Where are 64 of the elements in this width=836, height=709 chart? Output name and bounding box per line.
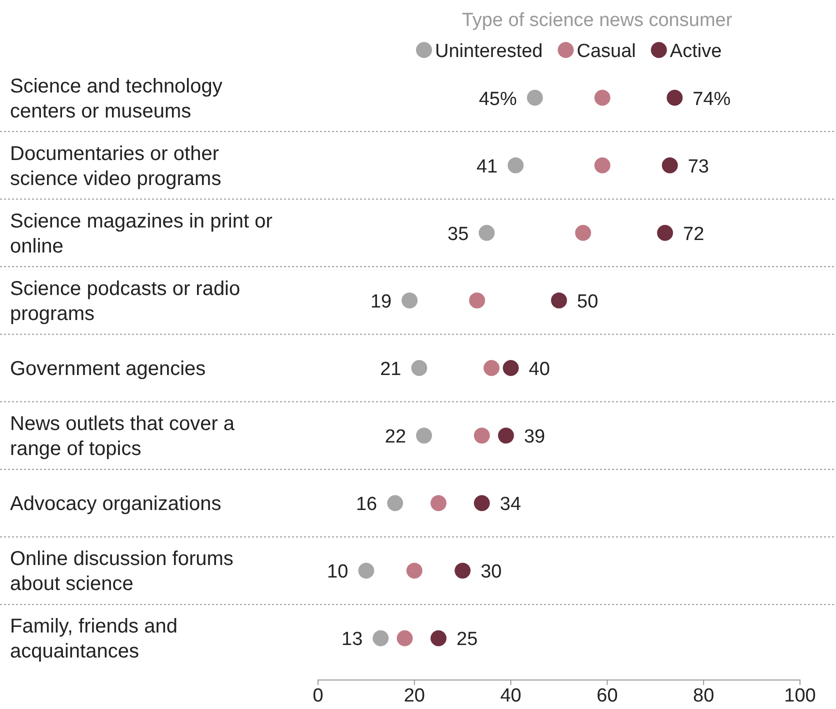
y-tick-label: Documentaries or other science video programs	[10, 142, 222, 190]
point	[526, 90, 543, 106]
data-label: 19	[370, 291, 392, 312]
data-label: 50	[577, 291, 598, 312]
point	[411, 360, 428, 376]
y-tick-label: Advocacy organizations	[10, 493, 222, 516]
y-tick-label: Government agencies	[10, 358, 206, 380]
data-label: 13	[342, 629, 363, 650]
point	[594, 157, 610, 174]
point	[454, 562, 471, 579]
point	[406, 562, 422, 579]
point	[484, 360, 500, 376]
point	[372, 630, 389, 646]
data-label: 30	[480, 562, 502, 583]
data-label: 21	[380, 359, 402, 380]
point	[430, 495, 446, 512]
data-label: 35	[448, 224, 469, 245]
data-label: 22	[384, 426, 406, 448]
point	[396, 630, 413, 646]
point	[575, 224, 592, 241]
data-label: 25	[456, 629, 478, 650]
legend-label: Active	[670, 41, 722, 62]
legend-label: Uninterested	[435, 41, 543, 62]
point	[478, 224, 495, 241]
data-label: 72	[683, 224, 704, 245]
data-label: 10	[327, 562, 348, 583]
y-tick-label: Science and technology centers or museums	[10, 75, 222, 122]
point	[416, 428, 432, 444]
x-tick-label: 100	[784, 685, 816, 706]
point	[358, 562, 374, 579]
data-label: 16	[356, 494, 378, 516]
data-label: 73	[688, 156, 709, 178]
y-tick-label: Online discussion forums about science	[10, 548, 234, 596]
y-tick-label: News outlets that cover a range of topics	[10, 413, 236, 460]
point	[657, 224, 674, 241]
legend-title: Type of science news consumer	[462, 10, 733, 31]
x-tick-label: 60	[596, 685, 618, 706]
y-tick-label: Science podcasts or radio programs	[10, 278, 240, 325]
point	[551, 292, 567, 308]
legend-label: Casual	[576, 41, 636, 62]
data-label: 45%	[478, 88, 518, 110]
x-tick-label: 0	[312, 685, 324, 706]
point	[474, 428, 490, 444]
point	[430, 630, 446, 646]
data-label: 74%	[692, 88, 731, 110]
data-label: 34	[500, 494, 522, 516]
y-tick-label: Science magazines in print or online	[10, 210, 273, 258]
data-label: 40	[528, 359, 550, 380]
data-label: 39	[524, 426, 546, 448]
point	[498, 428, 514, 444]
data-label: 41	[476, 156, 498, 178]
point	[508, 157, 524, 174]
point	[666, 90, 683, 106]
x-tick-label: 20	[404, 685, 425, 706]
x-tick-label: 80	[693, 685, 714, 706]
point	[387, 495, 404, 512]
point	[402, 292, 418, 308]
point	[662, 157, 678, 174]
point	[474, 495, 490, 512]
x-tick-label: 40	[500, 685, 522, 706]
y-tick-label: Family, friends and acquaintances	[10, 616, 178, 663]
point	[469, 292, 486, 308]
point	[594, 90, 610, 106]
point	[502, 360, 519, 376]
